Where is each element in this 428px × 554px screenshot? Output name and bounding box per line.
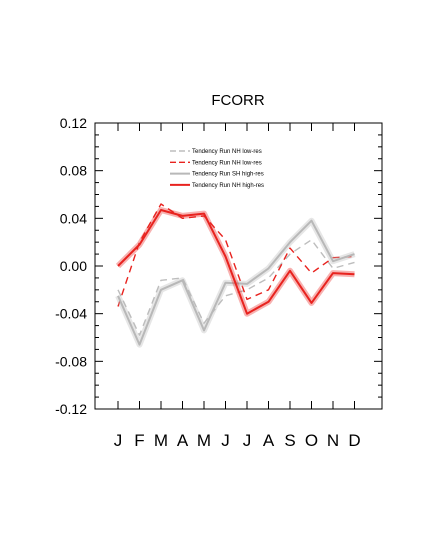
series-line-1 <box>117 239 355 336</box>
series-line-2 <box>117 203 355 307</box>
legend: Tendency Run NH low-res Tendency Run NH l… <box>170 149 264 189</box>
x-tick-label: M <box>197 431 211 450</box>
x-tick-label: M <box>154 431 168 450</box>
series-layer <box>115 203 356 348</box>
x-tick-label: D <box>348 431 360 450</box>
y-tick-label: -0.08 <box>55 353 87 369</box>
legend-label: Tendency Run NH low-res <box>192 149 262 155</box>
x-tick-label: J <box>114 431 123 450</box>
x-tick-label: F <box>134 431 144 450</box>
x-tick-label: N <box>327 431 339 450</box>
y-axis-ticks: 0.12 0.08 0.04 0.00 -0.04 -0.08 -0.12 <box>55 115 382 417</box>
y-tick-label: 0.12 <box>60 115 87 131</box>
x-tick-label: S <box>284 431 295 450</box>
legend-label: Tendency Run SH high-res <box>192 172 264 178</box>
x-tick-label: J <box>221 431 230 450</box>
y-tick-label: 0.08 <box>60 163 87 179</box>
chart-title: FCORR <box>211 92 264 109</box>
y-tick-label: 0.00 <box>60 258 87 274</box>
series-line-4 <box>117 209 355 315</box>
legend-label: Tendency Run NH low-res <box>192 160 262 166</box>
x-tick-label: A <box>263 431 275 450</box>
x-tick-label: O <box>305 431 318 450</box>
x-tick-label: A <box>177 431 189 450</box>
legend-label: Tendency Run NH high-res <box>192 183 264 189</box>
x-tick-label: J <box>243 431 252 450</box>
y-tick-label: -0.04 <box>55 306 87 322</box>
y-tick-label: 0.04 <box>60 210 87 226</box>
y-tick-label: -0.12 <box>55 401 87 417</box>
